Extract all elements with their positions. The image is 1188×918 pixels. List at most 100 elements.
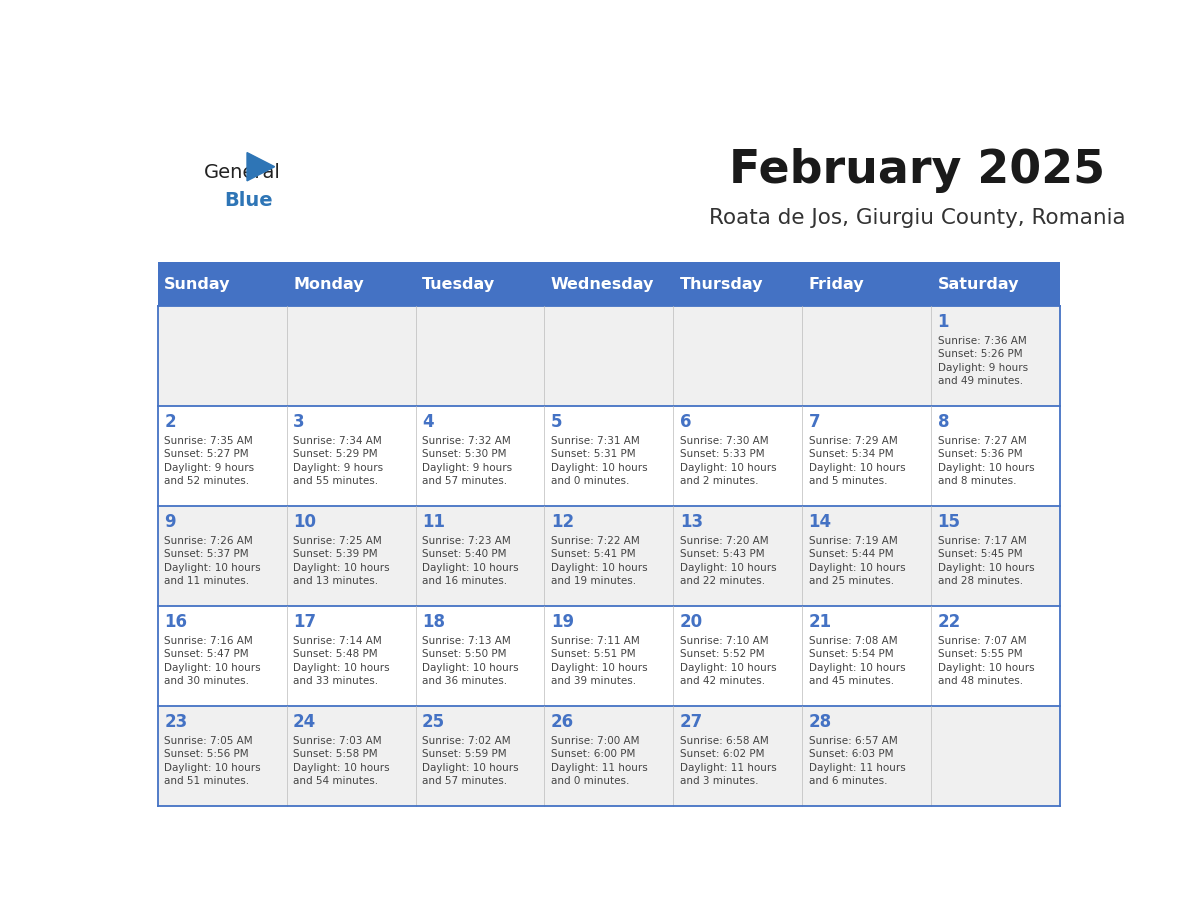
Text: and 33 minutes.: and 33 minutes. [293, 677, 378, 687]
Text: 15: 15 [937, 513, 961, 532]
Text: Friday: Friday [809, 276, 864, 292]
Text: Sunrise: 7:05 AM: Sunrise: 7:05 AM [164, 736, 253, 746]
Text: Daylight: 10 hours: Daylight: 10 hours [422, 563, 519, 573]
Text: and 8 minutes.: and 8 minutes. [937, 476, 1016, 486]
Text: 22: 22 [937, 613, 961, 632]
Text: Sunrise: 7:13 AM: Sunrise: 7:13 AM [422, 636, 511, 646]
Text: Sunrise: 7:26 AM: Sunrise: 7:26 AM [164, 536, 253, 546]
Text: Daylight: 10 hours: Daylight: 10 hours [937, 663, 1035, 673]
Text: Sunset: 5:45 PM: Sunset: 5:45 PM [937, 549, 1022, 559]
Text: 5: 5 [551, 413, 562, 431]
Text: Monday: Monday [293, 276, 364, 292]
Text: Daylight: 10 hours: Daylight: 10 hours [422, 663, 519, 673]
Text: Sunset: 5:33 PM: Sunset: 5:33 PM [680, 449, 764, 459]
Text: Sunrise: 7:31 AM: Sunrise: 7:31 AM [551, 436, 639, 446]
Text: Daylight: 10 hours: Daylight: 10 hours [293, 763, 390, 773]
Text: and 0 minutes.: and 0 minutes. [551, 777, 630, 787]
Text: 20: 20 [680, 613, 703, 632]
Text: 25: 25 [422, 713, 446, 732]
Text: and 28 minutes.: and 28 minutes. [937, 577, 1023, 586]
Text: Sunrise: 7:34 AM: Sunrise: 7:34 AM [293, 436, 381, 446]
Bar [158, 306, 1060, 406]
Text: Sunrise: 7:36 AM: Sunrise: 7:36 AM [937, 336, 1026, 346]
Text: and 42 minutes.: and 42 minutes. [680, 677, 765, 687]
Text: Saturday: Saturday [937, 276, 1019, 292]
Text: 19: 19 [551, 613, 574, 632]
Text: 26: 26 [551, 713, 574, 732]
Text: and 51 minutes.: and 51 minutes. [164, 777, 249, 787]
Text: Sunrise: 7:20 AM: Sunrise: 7:20 AM [680, 536, 769, 546]
Text: and 52 minutes.: and 52 minutes. [164, 476, 249, 486]
Text: 6: 6 [680, 413, 691, 431]
Text: 3: 3 [293, 413, 304, 431]
Text: Sunset: 5:58 PM: Sunset: 5:58 PM [293, 749, 378, 759]
Text: Sunset: 5:44 PM: Sunset: 5:44 PM [809, 549, 893, 559]
Text: Sunset: 5:52 PM: Sunset: 5:52 PM [680, 649, 764, 659]
Text: and 3 minutes.: and 3 minutes. [680, 777, 758, 787]
Text: and 49 minutes.: and 49 minutes. [937, 376, 1023, 386]
Text: Sunrise: 6:58 AM: Sunrise: 6:58 AM [680, 736, 769, 746]
Text: and 57 minutes.: and 57 minutes. [422, 476, 507, 486]
Text: Daylight: 10 hours: Daylight: 10 hours [937, 463, 1035, 473]
Text: Daylight: 11 hours: Daylight: 11 hours [680, 763, 777, 773]
Text: Daylight: 10 hours: Daylight: 10 hours [680, 463, 777, 473]
Text: Daylight: 11 hours: Daylight: 11 hours [809, 763, 905, 773]
Text: 17: 17 [293, 613, 316, 632]
Text: Sunrise: 7:14 AM: Sunrise: 7:14 AM [293, 636, 381, 646]
Text: Sunrise: 7:02 AM: Sunrise: 7:02 AM [422, 736, 511, 746]
Bar [158, 606, 1060, 706]
Text: 2: 2 [164, 413, 176, 431]
Text: Daylight: 10 hours: Daylight: 10 hours [422, 763, 519, 773]
Polygon shape [247, 152, 274, 181]
Text: and 55 minutes.: and 55 minutes. [293, 476, 378, 486]
Text: Daylight: 10 hours: Daylight: 10 hours [809, 663, 905, 673]
Text: Sunset: 6:00 PM: Sunset: 6:00 PM [551, 749, 636, 759]
Text: Sunrise: 7:03 AM: Sunrise: 7:03 AM [293, 736, 381, 746]
Text: Daylight: 10 hours: Daylight: 10 hours [809, 463, 905, 473]
Text: and 48 minutes.: and 48 minutes. [937, 677, 1023, 687]
Text: Sunset: 5:36 PM: Sunset: 5:36 PM [937, 449, 1022, 459]
Bar [158, 406, 1060, 506]
Text: Daylight: 9 hours: Daylight: 9 hours [164, 463, 254, 473]
Text: Daylight: 10 hours: Daylight: 10 hours [164, 563, 261, 573]
Bar [158, 706, 1060, 806]
Text: Daylight: 10 hours: Daylight: 10 hours [680, 563, 777, 573]
Text: and 57 minutes.: and 57 minutes. [422, 777, 507, 787]
Text: and 6 minutes.: and 6 minutes. [809, 777, 887, 787]
Bar [158, 263, 1060, 306]
Text: Daylight: 9 hours: Daylight: 9 hours [937, 363, 1028, 373]
Text: Sunset: 5:48 PM: Sunset: 5:48 PM [293, 649, 378, 659]
Text: Sunrise: 7:17 AM: Sunrise: 7:17 AM [937, 536, 1026, 546]
Text: Sunrise: 7:22 AM: Sunrise: 7:22 AM [551, 536, 639, 546]
Text: Daylight: 10 hours: Daylight: 10 hours [551, 563, 647, 573]
Text: Sunrise: 7:30 AM: Sunrise: 7:30 AM [680, 436, 769, 446]
Text: and 2 minutes.: and 2 minutes. [680, 476, 758, 486]
Text: Daylight: 9 hours: Daylight: 9 hours [293, 463, 384, 473]
Text: Sunrise: 7:27 AM: Sunrise: 7:27 AM [937, 436, 1026, 446]
Text: Sunday: Sunday [164, 276, 230, 292]
Text: and 45 minutes.: and 45 minutes. [809, 677, 893, 687]
Text: Sunset: 6:03 PM: Sunset: 6:03 PM [809, 749, 893, 759]
Text: Sunrise: 7:11 AM: Sunrise: 7:11 AM [551, 636, 639, 646]
Text: 13: 13 [680, 513, 703, 532]
Text: Sunset: 5:51 PM: Sunset: 5:51 PM [551, 649, 636, 659]
Text: 7: 7 [809, 413, 820, 431]
Text: Sunset: 5:29 PM: Sunset: 5:29 PM [293, 449, 378, 459]
Text: 11: 11 [422, 513, 446, 532]
Text: Sunset: 6:02 PM: Sunset: 6:02 PM [680, 749, 764, 759]
Text: Sunrise: 7:16 AM: Sunrise: 7:16 AM [164, 636, 253, 646]
Text: Sunset: 5:40 PM: Sunset: 5:40 PM [422, 549, 506, 559]
Text: Sunset: 5:47 PM: Sunset: 5:47 PM [164, 649, 248, 659]
Text: Sunset: 5:30 PM: Sunset: 5:30 PM [422, 449, 506, 459]
Text: 16: 16 [164, 613, 188, 632]
Bar [158, 506, 1060, 606]
Text: Sunrise: 7:10 AM: Sunrise: 7:10 AM [680, 636, 769, 646]
Text: Sunset: 5:50 PM: Sunset: 5:50 PM [422, 649, 506, 659]
Text: and 16 minutes.: and 16 minutes. [422, 577, 507, 586]
Text: and 19 minutes.: and 19 minutes. [551, 577, 636, 586]
Text: Sunset: 5:55 PM: Sunset: 5:55 PM [937, 649, 1022, 659]
Text: Daylight: 10 hours: Daylight: 10 hours [293, 563, 390, 573]
Text: 9: 9 [164, 513, 176, 532]
Text: Sunrise: 7:19 AM: Sunrise: 7:19 AM [809, 536, 897, 546]
Text: Sunset: 5:31 PM: Sunset: 5:31 PM [551, 449, 636, 459]
